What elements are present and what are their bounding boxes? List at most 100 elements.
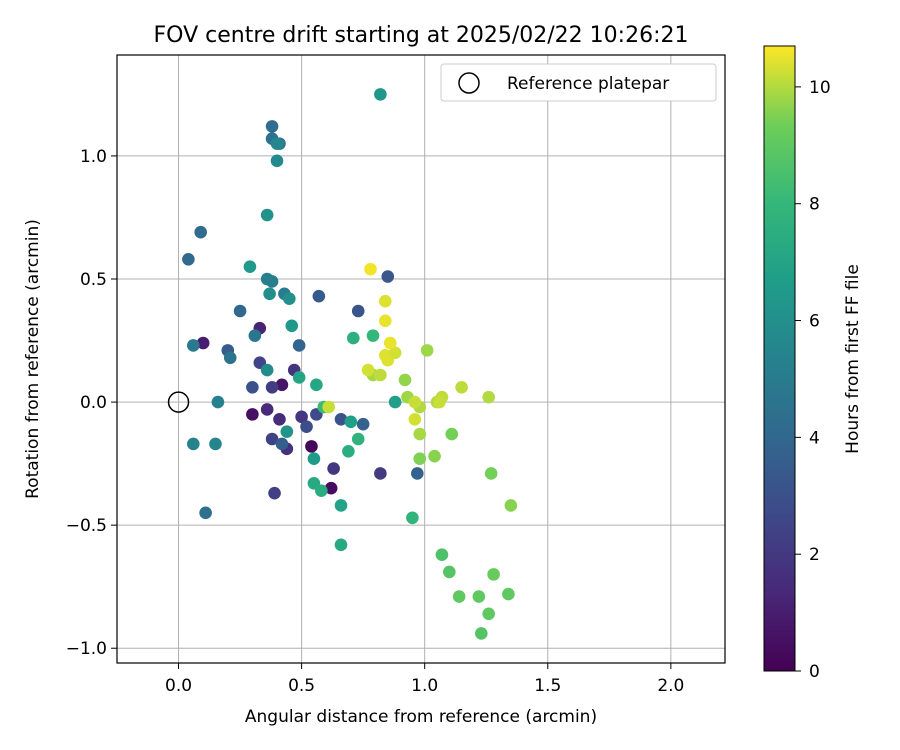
data-point	[260, 403, 274, 416]
data-point	[366, 329, 380, 342]
colorbar-tick-label: 4	[809, 428, 820, 448]
data-point	[452, 590, 466, 603]
data-point	[324, 481, 338, 495]
data-point	[248, 329, 262, 342]
data-point	[182, 253, 195, 266]
data-point	[292, 339, 306, 352]
data-point	[347, 331, 360, 345]
data-point	[270, 137, 284, 150]
data-point	[334, 413, 348, 426]
data-point	[413, 427, 427, 441]
data-point	[334, 538, 348, 552]
data-point	[482, 607, 495, 621]
data-point	[310, 378, 323, 392]
data-point	[275, 437, 289, 451]
x-tick-label: 1.0	[411, 676, 438, 696]
data-point	[356, 417, 370, 431]
colorbar-tick-label: 10	[809, 78, 831, 98]
data-point	[243, 260, 257, 273]
data-point	[312, 289, 326, 303]
legend-reference-marker	[458, 72, 480, 94]
data-point	[268, 486, 281, 500]
data-point	[406, 511, 419, 525]
data-point	[364, 262, 377, 276]
data-point	[398, 373, 412, 387]
data-point	[322, 400, 335, 414]
y-tick-label: −0.5	[66, 516, 107, 536]
data-point	[433, 395, 446, 409]
data-point	[435, 548, 449, 561]
data-point	[502, 587, 515, 601]
data-point	[361, 363, 375, 377]
data-point	[280, 425, 294, 438]
x-tick-label: 0.5	[288, 676, 315, 696]
y-axis-ticks: −1.0 −0.5 0.0 0.5 1.0	[66, 147, 117, 659]
legend: Reference platepar	[440, 63, 717, 102]
data-point	[388, 346, 402, 360]
data-point	[263, 287, 276, 301]
data-point	[379, 314, 392, 328]
data-point	[408, 395, 422, 409]
data-point	[413, 452, 427, 465]
data-point	[411, 467, 424, 480]
data-point	[472, 590, 486, 603]
data-point	[260, 272, 274, 286]
y-tick-label: 1.0	[80, 147, 107, 167]
data-point	[260, 208, 274, 222]
data-point	[445, 427, 459, 441]
plot-frame	[116, 54, 726, 664]
reference-circle	[167, 391, 190, 413]
data-point	[270, 154, 284, 168]
data-point	[285, 319, 299, 333]
data-point	[428, 449, 441, 463]
data-point	[344, 415, 358, 429]
data-point	[199, 506, 212, 520]
data-point	[374, 88, 387, 101]
y-tick-label: 0.0	[80, 393, 107, 413]
data-point	[374, 467, 387, 480]
data-point	[351, 304, 365, 318]
reference-marker	[167, 391, 190, 413]
data-point	[211, 395, 225, 409]
data-point	[487, 568, 500, 581]
x-axis-label: Angular distance from reference (arcmin)	[245, 707, 597, 727]
data-point	[246, 381, 259, 394]
data-point	[209, 437, 222, 451]
legend-label-reference-platepar: Reference platepar	[507, 74, 669, 94]
data-point	[307, 452, 321, 465]
data-point	[273, 413, 286, 426]
data-point	[223, 351, 237, 365]
x-tick-label: 2.0	[657, 676, 684, 696]
data-point	[504, 499, 518, 512]
grid-lines	[117, 55, 725, 663]
data-point	[305, 440, 318, 453]
data-point	[327, 462, 340, 475]
data-point	[187, 339, 200, 352]
y-tick-label: −1.0	[66, 639, 107, 659]
data-point	[455, 381, 468, 394]
data-point	[233, 304, 247, 318]
colorbar-gradient	[763, 45, 796, 672]
data-point	[260, 363, 274, 377]
data-point	[484, 467, 498, 480]
colorbar-ticks: 0 2 4 6 8 10	[795, 78, 831, 682]
data-point	[187, 437, 200, 451]
x-tick-label: 0.0	[165, 676, 192, 696]
data-point	[194, 225, 207, 239]
data-points	[182, 88, 518, 640]
data-point	[283, 292, 296, 305]
data-point	[265, 381, 279, 394]
data-point	[383, 336, 397, 350]
data-point	[300, 420, 313, 433]
data-point	[388, 395, 402, 409]
colorbar-tick-label: 0	[809, 662, 820, 682]
data-point	[265, 432, 279, 446]
colorbar-tick-label: 2	[809, 545, 820, 565]
data-point	[482, 390, 495, 404]
data-point	[379, 294, 392, 308]
data-point	[420, 344, 434, 357]
colorbar: 0 2 4 6 8 10 Hours from first FF file	[763, 45, 863, 682]
data-point	[315, 484, 328, 497]
y-axis-label: Rotation from reference (arcmin)	[23, 219, 43, 499]
